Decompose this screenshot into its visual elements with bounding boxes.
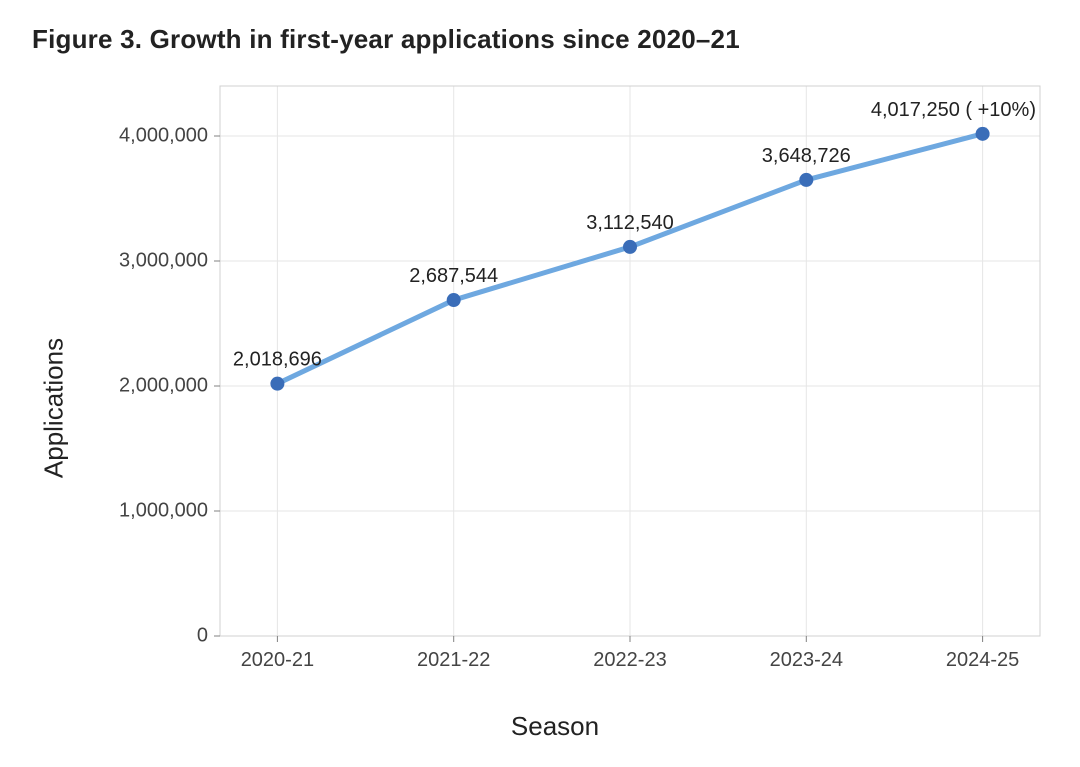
x-tick-label: 2020-21 — [241, 649, 314, 671]
y-tick-label: 0 — [197, 624, 208, 646]
data-point — [447, 293, 461, 307]
figure-container: Figure 3. Growth in first-year applicati… — [0, 0, 1080, 767]
line-chart: 0 1,000,000 2,000,000 3,000,000 4,000,000 202… — [60, 78, 1050, 738]
chart-area: Applications 01,000,0002,000,0003,000,00… — [60, 78, 1050, 738]
data-point — [623, 240, 637, 254]
y-tick-label: 3,000,000 — [119, 249, 208, 271]
x-tick-label: 2022-23 — [593, 649, 666, 671]
x-tick-label: 2023-24 — [770, 649, 843, 671]
y-axis-label: Applications — [39, 338, 70, 478]
x-tick-label: 2024-25 — [946, 649, 1019, 671]
data-point — [976, 127, 990, 141]
figure-title: Figure 3. Growth in first-year applicati… — [32, 24, 1052, 55]
y-tick-label: 4,000,000 — [119, 124, 208, 146]
x-axis-label: Season — [511, 711, 599, 742]
data-point — [270, 377, 284, 391]
data-point-label: 2,018,696 — [233, 349, 322, 371]
data-point-label: 2,687,544 — [409, 265, 498, 287]
data-point-label: 4,017,250 ( +10%) — [871, 99, 1036, 121]
data-point — [799, 173, 813, 187]
x-ticks: 2020-21 2021-22 2022-23 2023-24 2024-25 — [241, 636, 1020, 671]
x-tick-label: 2021-22 — [417, 649, 490, 671]
data-point-label: 3,112,540 — [586, 212, 674, 234]
y-ticks: 0 1,000,000 2,000,000 3,000,000 4,000,000 — [119, 124, 220, 646]
y-tick-label: 2,000,000 — [119, 374, 208, 396]
y-tick-label: 1,000,000 — [119, 499, 208, 521]
data-point-label: 3,648,726 — [762, 145, 851, 167]
